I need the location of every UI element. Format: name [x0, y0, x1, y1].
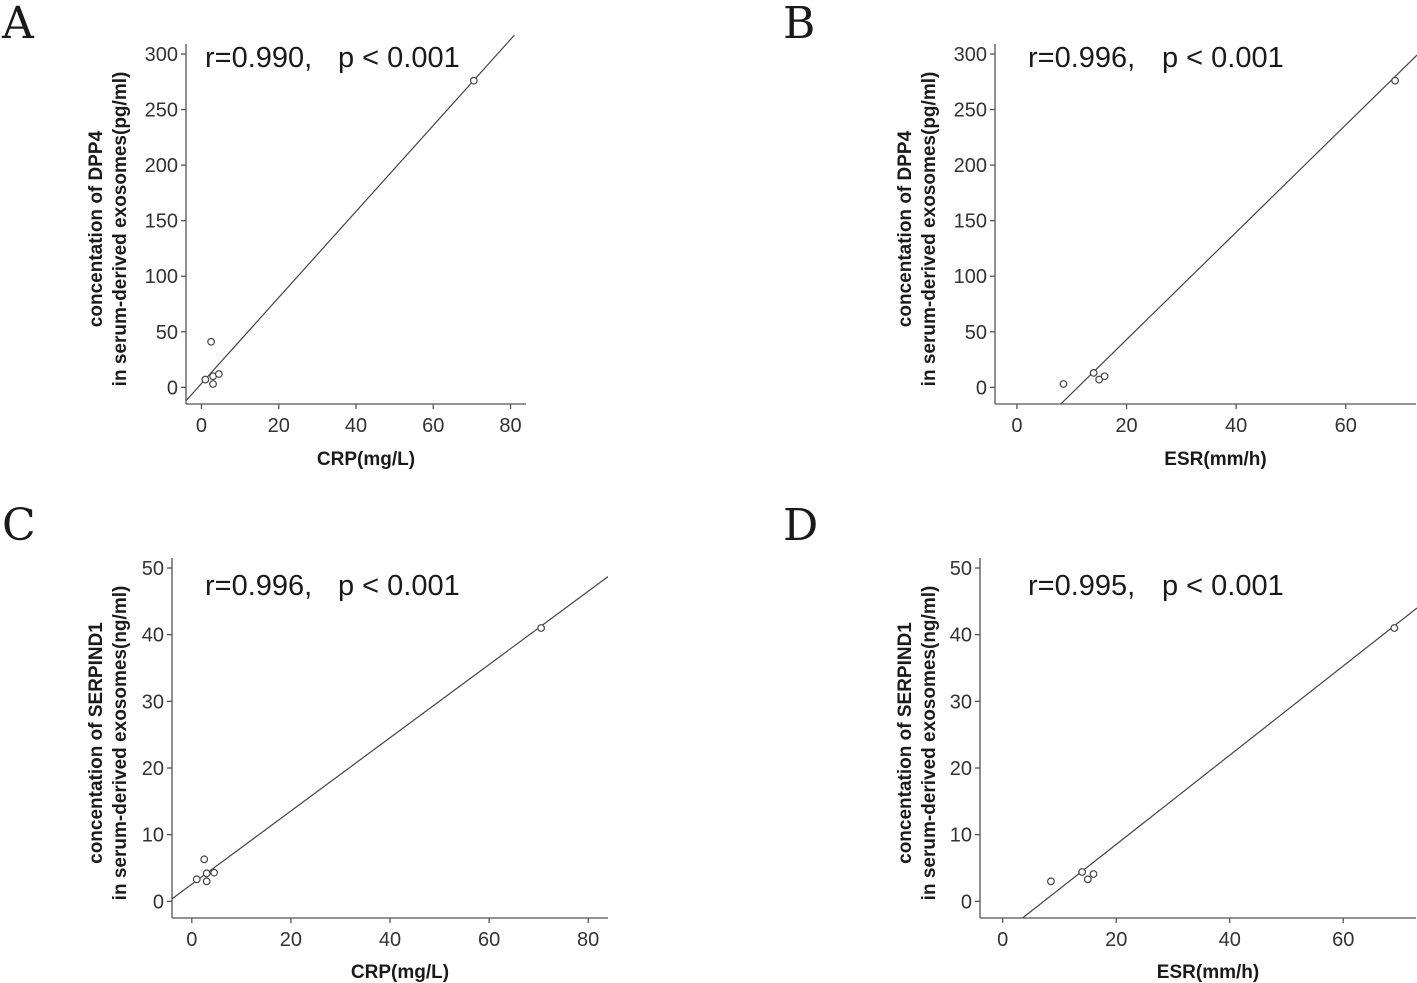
data-point — [1047, 877, 1055, 886]
x-tick-label: 40 — [345, 415, 367, 437]
fit-line — [1060, 54, 1417, 404]
data-point — [1078, 868, 1087, 876]
y-tick-label: 20 — [950, 758, 972, 780]
x-tick-label: 80 — [577, 929, 599, 951]
x-tick-label: 40 — [379, 929, 401, 951]
y-tick-label: 50 — [965, 322, 987, 344]
x-tick-label: 20 — [268, 415, 290, 437]
y-tick-label: 0 — [961, 891, 972, 913]
y-tick-label: 40 — [950, 625, 972, 647]
panel-b: B 0 50 100 150 200 250 300 0 20 40 60 r=0.996, p < 0.… — [783, 0, 1417, 470]
panel-letter: D — [783, 500, 818, 551]
x-tick-label: 0 — [997, 929, 1008, 951]
stat-p: p < 0.001 — [1162, 42, 1284, 74]
data-point — [1100, 372, 1109, 381]
stat-r: r=0.995, — [1028, 570, 1135, 602]
x-tick-label: 40 — [1225, 415, 1247, 437]
data-point — [200, 855, 209, 864]
y-tick-label: 0 — [167, 377, 178, 399]
y-tick-label: 100 — [954, 266, 987, 288]
data-point — [1391, 76, 1399, 85]
y-tick-label: 150 — [145, 211, 178, 233]
y-tick-label: 300 — [145, 44, 178, 66]
data-point — [209, 380, 217, 388]
stat-p: p < 0.001 — [338, 570, 460, 602]
fit-line — [186, 34, 515, 402]
x-tick-label: 40 — [1219, 929, 1241, 951]
x-tick-label: 20 — [280, 929, 302, 951]
y-axis-label-line1: concentation of DPP4 — [895, 130, 916, 327]
y-tick-label: 20 — [142, 758, 164, 780]
data-point — [537, 624, 546, 632]
y-axis-label-line1: concentation of SERPIND1 — [86, 622, 107, 864]
y-tick-label: 250 — [145, 100, 178, 122]
y-tick-label: 30 — [950, 691, 972, 713]
data-point — [1095, 375, 1104, 384]
y-tick-label: 200 — [145, 155, 178, 177]
y-tick-label: 30 — [142, 691, 164, 713]
x-tick-label: 60 — [1335, 415, 1357, 437]
data-point — [207, 337, 216, 346]
y-tick-label: 0 — [153, 891, 164, 913]
data-point — [1059, 380, 1068, 388]
y-axis-label-line1: concentation of DPP4 — [86, 130, 107, 327]
data-point — [202, 877, 211, 886]
stat-r: r=0.996, — [205, 570, 312, 602]
data-point — [214, 370, 223, 378]
x-axis-label: ESR(mm/h) — [1157, 962, 1259, 983]
y-axis-label-line2: in serum-derived exosomes(pg/ml) — [919, 72, 940, 387]
panel-d: D 0 10 20 30 40 50 0 20 40 60 r=0.995, p < 0.001 ESR(… — [783, 500, 1417, 983]
y-tick-label: 200 — [954, 155, 987, 177]
fit-line — [1022, 607, 1417, 918]
x-axis-label: CRP(mg/L) — [351, 962, 449, 983]
x-tick-label: 20 — [1115, 415, 1137, 437]
x-tick-label: 0 — [196, 415, 207, 437]
y-tick-label: 100 — [145, 266, 178, 288]
x-tick-label: 0 — [186, 929, 197, 951]
panel-letter: B — [783, 0, 815, 49]
data-point — [1089, 870, 1098, 878]
data-point — [1083, 875, 1092, 884]
data-point — [210, 868, 219, 877]
y-tick-label: 50 — [142, 558, 164, 580]
data-point — [1390, 624, 1399, 632]
data-point — [201, 375, 210, 384]
y-tick-label: 50 — [156, 322, 178, 344]
y-axis-label-line1: concentation of SERPIND1 — [895, 622, 916, 864]
y-tick-label: 300 — [954, 44, 987, 66]
x-tick-label: 0 — [1011, 415, 1022, 437]
y-axis-label-line2: in serum-derived exosomes(pg/ml) — [110, 72, 131, 387]
stat-p: p < 0.001 — [338, 42, 460, 74]
x-axis-label: CRP(mg/L) — [317, 449, 415, 470]
y-axis-label-line2: in serum-derived exosomes(ng/ml) — [110, 586, 131, 901]
data-point — [1089, 368, 1098, 377]
panel-c: C 0 10 20 30 40 50 0 20 40 60 80 r=0.996, p < 0.001 CR… — [2, 500, 608, 983]
y-tick-label: 10 — [142, 825, 164, 847]
y-tick-label: 150 — [954, 211, 987, 233]
panel-letter: C — [2, 500, 36, 551]
panel-a: A 0 50 100 150 200 250 300 0 20 40 60 80 r=0.990, p < … — [1, 0, 526, 470]
x-tick-label: 20 — [1105, 929, 1127, 951]
data-point — [469, 76, 478, 85]
stat-r: r=0.996, — [1028, 42, 1135, 74]
y-tick-label: 50 — [950, 558, 972, 580]
x-tick-label: 80 — [499, 415, 521, 437]
panel-letter: A — [1, 0, 35, 49]
stat-r: r=0.990, — [205, 42, 312, 74]
x-tick-label: 60 — [422, 415, 444, 437]
x-tick-label: 60 — [478, 929, 500, 951]
fit-line — [172, 576, 608, 900]
data-point — [192, 875, 201, 884]
x-tick-label: 60 — [1332, 929, 1354, 951]
y-axis-label-line2: in serum-derived exosomes(ng/ml) — [919, 586, 940, 901]
y-tick-label: 10 — [950, 825, 972, 847]
data-point — [202, 869, 211, 878]
y-tick-label: 250 — [954, 100, 987, 122]
y-tick-label: 0 — [976, 377, 987, 399]
y-tick-label: 40 — [142, 625, 164, 647]
stat-p: p < 0.001 — [1162, 570, 1284, 602]
x-axis-label: ESR(mm/h) — [1164, 449, 1266, 470]
